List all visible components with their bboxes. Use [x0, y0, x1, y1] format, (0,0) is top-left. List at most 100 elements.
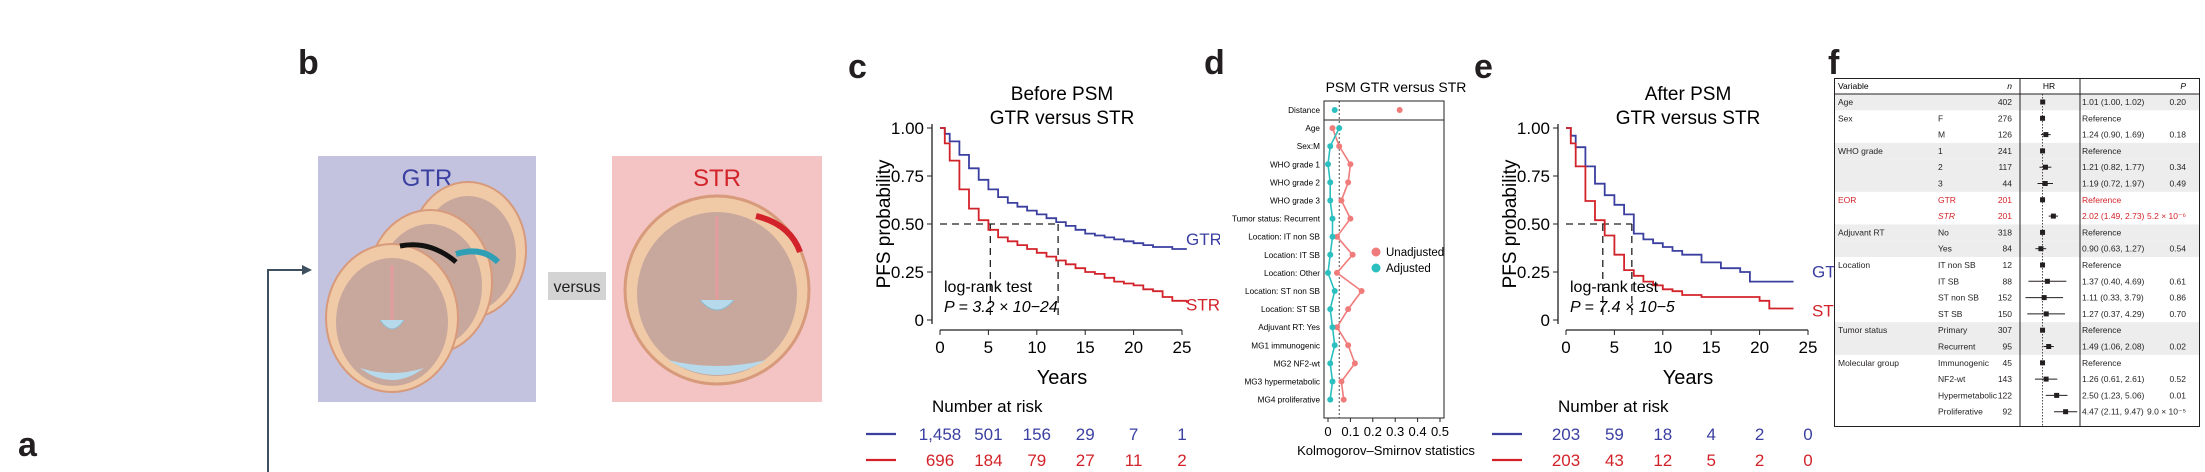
row-n: 84: [2003, 244, 2013, 254]
x-tick-label: 0.3: [1386, 424, 1404, 439]
risk-count: 0: [1803, 451, 1812, 470]
legend-marker-unadjusted: [1371, 247, 1381, 257]
row-p: 0.49: [2169, 179, 2186, 189]
series-point-unadjusted: [1358, 288, 1365, 294]
row-n: 307: [1998, 325, 2012, 335]
x-axis-label: Years: [1037, 367, 1087, 389]
hr-marker: [2041, 295, 2047, 301]
y-tick-label: 0.25: [1517, 263, 1550, 282]
header-variable: Variable: [1838, 81, 1869, 91]
series-line-str: [940, 127, 1188, 303]
series-point-unadjusted: [1396, 107, 1403, 113]
category-label: MG3 hypermetabolic: [1244, 378, 1320, 387]
hr-marker: [2042, 181, 2048, 186]
row-sub-label: F: [1938, 113, 1943, 123]
row-sub-label: IT SB: [1938, 276, 1959, 286]
row-p: 0.86: [2169, 293, 2186, 303]
row-shading: [1835, 142, 2199, 160]
risk-count: 2: [1177, 451, 1186, 470]
series-end-label: GTR: [1186, 230, 1220, 249]
row-p: 5.2 × 10⁻⁶: [2147, 211, 2186, 221]
y-axis-label: PFS probability: [874, 159, 895, 288]
hr-marker: [2040, 99, 2046, 105]
row-sub-label: Recurrent: [1938, 342, 1976, 352]
row-sub-label: Yes: [1938, 244, 1952, 254]
hr-marker: [2042, 164, 2048, 170]
reference-marker: [2040, 360, 2046, 366]
gtr-box: GTR: [318, 156, 536, 402]
row-ci: Reference: [2082, 358, 2121, 368]
y-tick-label: 1.00: [891, 119, 924, 138]
brain-coronal-icon: [623, 194, 811, 386]
category-label: Location: Other: [1264, 269, 1320, 278]
hr-marker: [2054, 392, 2060, 398]
reference-marker: [2040, 327, 2046, 333]
series-point-unadjusted: [1329, 125, 1336, 132]
row-group-label: WHO grade: [1838, 146, 1883, 156]
x-tick-label: 15: [1702, 338, 1721, 357]
row-n: 201: [1998, 211, 2012, 221]
series-point-unadjusted: [1338, 197, 1345, 204]
category-label: MG2 NF2-wt: [1274, 359, 1321, 368]
row-ci: 1.24 (0.90, 1.69): [2082, 130, 2145, 140]
legend-label: Adjusted: [1386, 263, 1431, 275]
versus-label: versus: [553, 279, 600, 296]
x-axis-label: Years: [1663, 367, 1713, 389]
row-shading: [1835, 338, 2199, 355]
row-sub-label: Immunogenic: [1938, 358, 1990, 368]
row-ci: 1.49 (1.06, 2.08): [2082, 342, 2145, 352]
hr-marker: [2038, 246, 2044, 252]
row-n: 44: [2003, 179, 2013, 189]
reference-marker: [2040, 262, 2046, 268]
risk-count: 501: [974, 425, 1002, 444]
x-tick-label: 0.5: [1431, 424, 1449, 439]
panel-label-f: f: [1828, 44, 1840, 82]
x-tick-label: 0: [1561, 338, 1570, 357]
category-label: MG1 immunogenic: [1251, 341, 1320, 350]
row-sub-label: Hypermetabolic: [1938, 390, 1998, 400]
str-label: STR: [693, 165, 741, 192]
x-tick-label: 0.4: [1409, 424, 1427, 439]
chart-title: After PSM: [1645, 84, 1732, 105]
series-point-adjusted: [1327, 360, 1334, 367]
panel-label-a: a: [18, 426, 37, 464]
row-sub-label: Primary: [1938, 325, 1968, 335]
test-label: log-rank test: [944, 279, 1033, 296]
row-ci: 0.90 (0.63, 1.27): [2082, 244, 2145, 254]
row-sub-label: NF2-wt: [1938, 374, 1966, 384]
risk-count: 5: [1706, 451, 1715, 470]
row-ci: Reference: [2082, 113, 2121, 123]
category-label: Location: ST non SB: [1245, 287, 1320, 296]
series-point-adjusted: [1325, 161, 1331, 168]
row-n: 276: [1998, 113, 2012, 123]
x-tick-label: 10: [1653, 338, 1672, 357]
risk-count: 79: [1027, 451, 1046, 470]
risk-count: 203: [1552, 451, 1580, 470]
reference-marker: [2040, 115, 2046, 121]
series-point-unadjusted: [1347, 215, 1354, 222]
risk-count: 29: [1076, 425, 1095, 444]
chart-title: PSM GTR versus STR: [1326, 79, 1467, 95]
risk-count: 1,458: [919, 425, 962, 444]
y-tick-label: 0.50: [891, 215, 924, 234]
series-point-unadjusted: [1336, 143, 1343, 150]
series-point-unadjusted: [1347, 161, 1354, 168]
row-n: 241: [1998, 146, 2012, 156]
risk-count: 18: [1653, 425, 1672, 444]
row-shading: [1835, 224, 2199, 241]
chart-subtitle: GTR versus STR: [1616, 108, 1761, 129]
brain-section-icon: [325, 181, 527, 393]
panel-label-c: c: [848, 48, 867, 86]
row-shading: [1835, 322, 2199, 339]
row-ci: 4.47 (2.11, 9.47): [2082, 407, 2144, 417]
series-point-adjusted: [1329, 324, 1336, 331]
risk-count: 2: [1755, 451, 1764, 470]
row-ci: 1.21 (0.82, 1.77): [2082, 162, 2145, 172]
category-label: Age: [1305, 124, 1320, 133]
series-point-adjusted: [1327, 396, 1334, 403]
row-n: 92: [2003, 407, 2013, 417]
risk-count: 27: [1076, 451, 1095, 470]
row-ci: Reference: [2082, 146, 2121, 156]
header-n: n: [2007, 81, 2012, 91]
